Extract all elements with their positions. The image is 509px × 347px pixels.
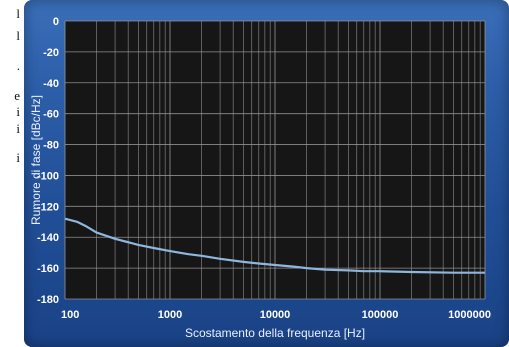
left-margin-text: l l . e i i i — [0, 0, 22, 347]
x-tick-label: 100 — [61, 309, 79, 321]
y-tick-label: 0 — [53, 16, 59, 28]
grid-lines — [64, 20, 486, 300]
y-tick-label: -80 — [43, 140, 59, 152]
y-tick-label: -120 — [37, 201, 59, 213]
y-tick-label: -140 — [37, 232, 59, 244]
x-tick-label: 10000 — [260, 309, 291, 321]
chart-panel: 0 -20 -40 -60 -80 -100 -120 -140 -160 -180 100 100… — [24, 0, 509, 347]
y-tick-label: -160 — [37, 263, 59, 275]
x-tick-label: 1000 — [158, 309, 182, 321]
x-axis-label: Scostamento della frequenza [Hz] — [185, 326, 365, 340]
side-text-line: i — [16, 121, 20, 136]
side-text-line: l — [16, 28, 20, 43]
y-tick-labels: 0 -20 -40 -60 -80 -100 -120 -140 -160 -180 — [37, 16, 59, 306]
y-tick-label: -100 — [37, 170, 59, 182]
phase-noise-chart: 0-20-40-60-80-100-120-140-160-180 100 100… — [29, 16, 491, 340]
y-tick-label: -60 — [43, 109, 59, 121]
side-text-line: e — [14, 88, 20, 103]
y-tick-label: -40 — [43, 78, 59, 90]
side-text-line: . — [16, 58, 20, 73]
side-text-line: i — [16, 104, 20, 119]
side-text-line: i — [16, 150, 20, 165]
y-tick-label: -180 — [37, 294, 59, 306]
x-tick-label: 100000 — [362, 309, 399, 321]
y-axis-label: Rumore di fase [dBc/Hz] — [29, 95, 43, 225]
x-tick-labels: 100 1000 10000 100000 1000000 — [61, 309, 491, 321]
series-line — [64, 217, 485, 274]
side-text-line: l — [16, 6, 20, 21]
x-tick-label: 1000000 — [448, 309, 491, 321]
y-tick-label: -20 — [43, 47, 59, 59]
